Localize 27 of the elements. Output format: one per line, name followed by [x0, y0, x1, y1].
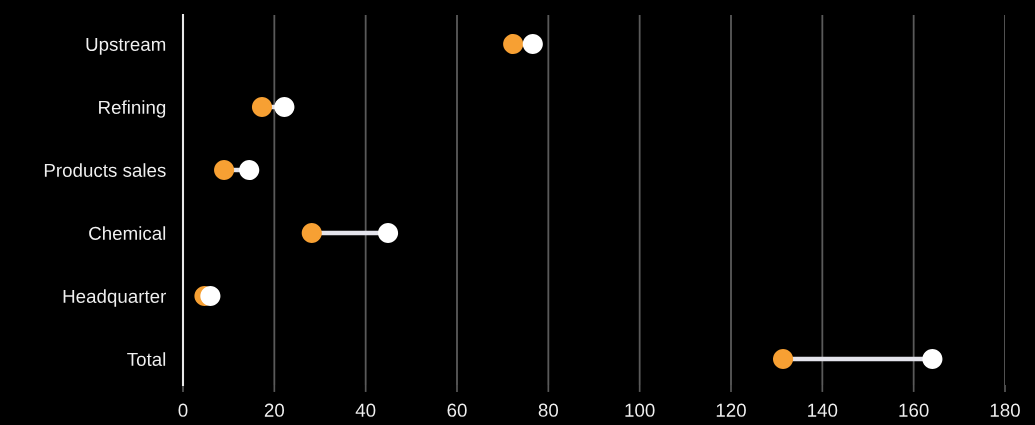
- x-tick-label: 160: [899, 403, 929, 417]
- x-tick-label: 140: [808, 403, 838, 417]
- x-tick-label: 20: [264, 403, 285, 417]
- point: [503, 33, 524, 55]
- point: [274, 96, 295, 118]
- point: [301, 222, 322, 244]
- point: [773, 348, 794, 370]
- x-tick-label: 80: [538, 403, 559, 417]
- y-tick-label: Upstream: [86, 37, 166, 55]
- y-tick-label: Total: [127, 352, 166, 366]
- point: [251, 96, 273, 118]
- point: [922, 348, 943, 370]
- y-tick-label: Headquarter: [63, 289, 167, 307]
- y-tick-label: Chemical: [89, 226, 166, 240]
- x-tick-label: 0: [178, 403, 188, 417]
- x-tick-label: 40: [355, 403, 376, 417]
- point: [377, 222, 399, 244]
- x-tick-label: 100: [625, 403, 655, 417]
- point: [200, 285, 221, 307]
- y-tick-label: Products sales: [44, 163, 166, 177]
- x-tick-label: 120: [716, 403, 746, 417]
- point: [239, 159, 260, 181]
- x-tick-label: 60: [447, 403, 467, 417]
- point: [214, 159, 235, 181]
- x-tick-label: 180: [990, 403, 1020, 417]
- y-tick-label: Refining: [99, 100, 166, 118]
- point: [522, 33, 543, 55]
